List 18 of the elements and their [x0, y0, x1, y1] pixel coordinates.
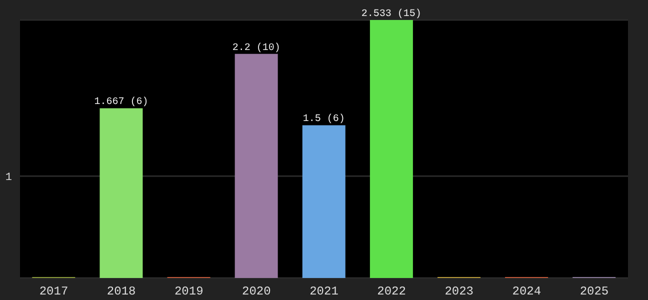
bar — [100, 108, 143, 278]
data-label: 2.2 (10) — [232, 42, 280, 54]
x-tick-label: 2023 — [444, 284, 474, 299]
x-tick-label: 2017 — [39, 284, 68, 299]
data-label: 2.533 (15) — [361, 8, 422, 20]
x-tick-label: 2024 — [512, 284, 542, 299]
x-tick-label: 2021 — [310, 284, 338, 299]
bar — [370, 20, 413, 278]
x-tick-label: 2020 — [242, 284, 271, 299]
y-tick-label: 1 — [5, 172, 12, 184]
x-tick-label: 2018 — [106, 284, 136, 299]
x-tick-label: 2019 — [174, 284, 204, 299]
bar — [302, 125, 346, 278]
bar — [234, 54, 278, 278]
x-tick-label: 2025 — [580, 284, 609, 299]
data-label: 1.667 (6) — [94, 96, 148, 108]
x-tick-label: 2022 — [377, 284, 406, 299]
data-label: 1.5 (6) — [302, 113, 345, 126]
